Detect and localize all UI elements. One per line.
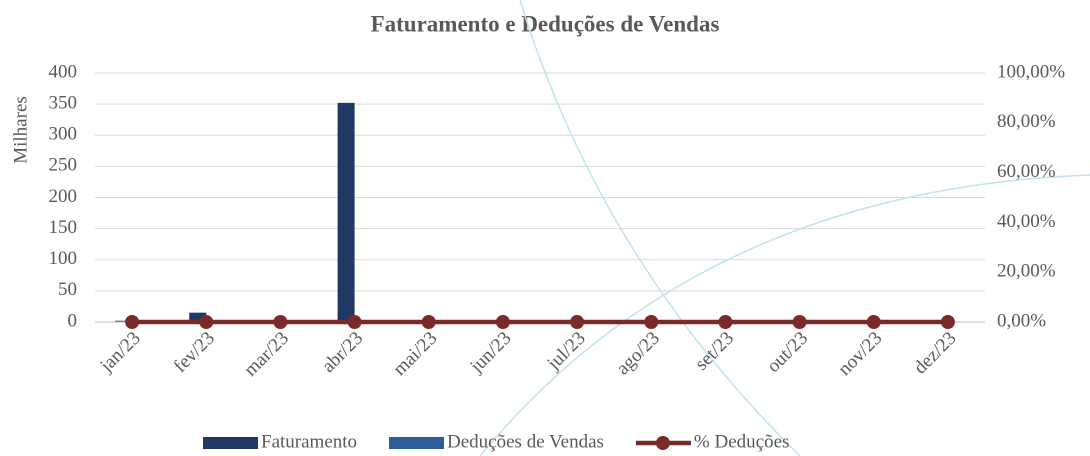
bar (337, 102, 355, 322)
y2-tick-label: 80,00% (997, 111, 1056, 132)
decorative-curve (519, 0, 801, 456)
y2-tick-label: 40,00% (997, 211, 1056, 232)
y-tick-label: 0 (68, 310, 78, 331)
legend-swatch (655, 436, 670, 450)
line-marker (570, 315, 585, 329)
y-tick-label: 300 (49, 124, 78, 145)
x-tick-label: mai/23 (389, 328, 441, 380)
x-tick-label: out/23 (763, 328, 812, 377)
y2-tick-label: 20,00% (997, 261, 1056, 282)
legend-label: Faturamento (261, 431, 357, 452)
legend-label: % Deduções (694, 431, 790, 452)
decorative-curve (479, 174, 1090, 456)
line-marker (940, 315, 955, 329)
x-tick-label: abr/23 (318, 328, 367, 377)
x-tick-label: jan/23 (96, 328, 145, 377)
line-marker (199, 315, 214, 329)
legend-label: Deduções de Vendas (447, 431, 604, 452)
line-marker (125, 315, 140, 329)
line-marker (495, 315, 510, 329)
x-tick-label: mar/23 (240, 328, 293, 381)
x-tick-label: set/23 (691, 328, 738, 375)
y-tick-label: 350 (49, 92, 78, 113)
y2-tick-label: 0,00% (997, 310, 1046, 331)
line-marker (792, 315, 807, 329)
y-tick-label: 50 (58, 279, 77, 300)
y-tick-label: 150 (49, 217, 78, 238)
y-tick-label: 100 (49, 248, 78, 269)
legend-swatch (389, 437, 445, 449)
x-tick-label: dez/23 (910, 328, 961, 379)
x-tick-label: nov/23 (834, 328, 886, 380)
y2-tick-label: 60,00% (997, 161, 1056, 182)
y-tick-label: 250 (49, 155, 78, 176)
x-tick-label: fev/23 (170, 328, 219, 377)
chart-title: Faturamento e Deduções de Vendas (371, 11, 720, 36)
line-marker (347, 315, 362, 329)
line-marker (273, 315, 288, 329)
x-tick-label: jun/23 (466, 328, 516, 378)
bar (115, 320, 133, 322)
line-marker (421, 315, 436, 329)
x-tick-label: ago/23 (612, 328, 663, 379)
legend-swatch (203, 437, 258, 449)
line-marker (866, 315, 881, 329)
bar (189, 312, 207, 322)
line-marker (718, 315, 733, 329)
y-axis-label: Milhares (10, 96, 31, 164)
line-marker (644, 315, 659, 329)
y-tick-label: 200 (49, 186, 78, 207)
y-tick-label: 400 (49, 61, 78, 82)
y2-tick-label: 100,00% (997, 61, 1065, 82)
